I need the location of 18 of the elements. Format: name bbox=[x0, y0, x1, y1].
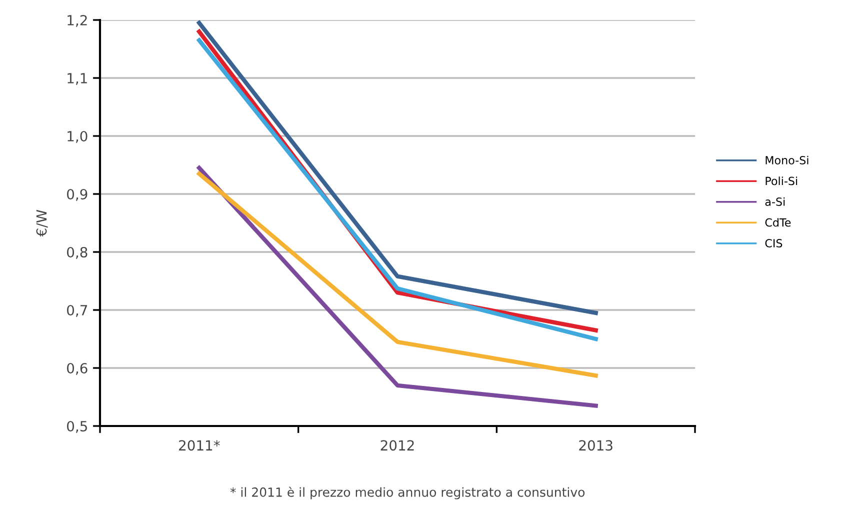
legend-label: a-Si bbox=[765, 197, 785, 206]
y-tick-label: 1,2 bbox=[68, 14, 87, 27]
y-tick-label: 1,0 bbox=[68, 130, 88, 143]
x-tick-label: 2011* bbox=[179, 440, 220, 451]
legend-label: Poli-Si bbox=[766, 176, 798, 186]
text: * il 2011 è il prezzo medio annuo registrato a consuntivo bbox=[230, 486, 585, 500]
x-tick-label: 2012 bbox=[380, 440, 414, 451]
y-tick-label: 0,9 bbox=[67, 188, 88, 201]
y-tick-label: 1,1 bbox=[68, 73, 87, 85]
y-tick-label: 0,6 bbox=[67, 362, 88, 375]
x-tick-label: 2013 bbox=[579, 440, 612, 451]
legend-label: Mono-Si bbox=[766, 156, 808, 164]
y-tick-label: 0,5 bbox=[67, 420, 87, 433]
y-tick-label: 0,7 bbox=[67, 304, 88, 317]
y-tick-label: 0,8 bbox=[67, 246, 88, 259]
legend-label: CdTe bbox=[765, 218, 791, 227]
legend-label: CIS bbox=[765, 239, 782, 248]
y-axis-title: €/W bbox=[36, 210, 48, 237]
